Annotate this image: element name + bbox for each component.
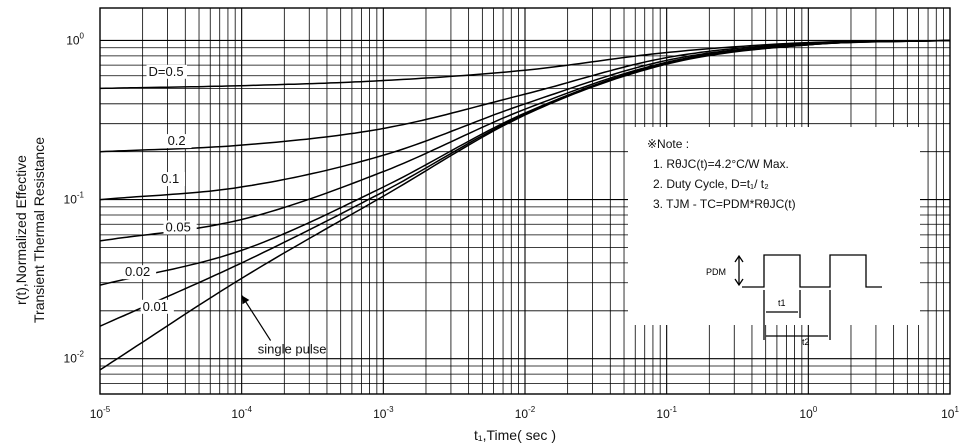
note-box: ※Note : 1. RθJC(t)=4.2°C/W Max. 2. Duty … (628, 127, 920, 347)
curve-label-bg (159, 172, 186, 187)
pdm-arrow-heads (734, 254, 744, 287)
x-tick-label: 101 (941, 405, 959, 421)
pulse-train-diagram (734, 254, 882, 340)
y-axis-label-line2: Transient Thermal Resistance (31, 137, 47, 323)
curve-labels: D=0.5 0.2 0.1 0.05 0.02 0.01 single pulse (122, 64, 327, 356)
curve-label-bg (146, 64, 188, 79)
x-tick-label: 100 (799, 405, 817, 421)
curve-label: 0.2 (168, 133, 186, 148)
note-background (628, 127, 920, 325)
note-line-1: 1. RθJC(t)=4.2°C/W Max. (653, 157, 789, 171)
t1-label: t1 (778, 298, 786, 308)
note-title: ※Note : (647, 137, 689, 151)
curves (99, 39, 951, 371)
curve-label-bg (140, 299, 174, 314)
plot-frame (99, 7, 951, 395)
pdm-label: PDM (706, 267, 726, 277)
x-tick-label: 10-4 (231, 405, 252, 421)
x-axis-label: t₁,Time( sec ) (474, 427, 556, 443)
curve-single-pulse (99, 39, 951, 371)
curve-label: 0.05 (166, 220, 191, 235)
y-tick-label: 10-1 (64, 191, 85, 207)
t2-label: t2 (802, 337, 810, 347)
x-tick-label: 10-2 (515, 405, 536, 421)
curve-label: single pulse (258, 341, 327, 356)
single-pulse-arrow (241, 295, 272, 341)
curve-label: 0.02 (125, 264, 150, 279)
y-axis-label-line1: r(t),Normalized Effective (13, 155, 29, 305)
curve-label: 0.01 (143, 299, 168, 314)
curve-label-bg (163, 220, 197, 235)
note-line-2: 2. Duty Cycle, D=t₁/ t₂ (653, 177, 769, 191)
curve-label-bg (122, 265, 157, 280)
x-tick-label: 10-1 (656, 405, 677, 421)
x-tick-label: 10-3 (373, 405, 394, 421)
tick-labels: 10-5 10-4 10-3 10-2 10-1 100 101 10-2 10-1 100 (64, 31, 960, 421)
curve-label: 0.1 (161, 171, 179, 186)
y-tick-label: 100 (66, 31, 84, 47)
curve-label: D=0.5 (149, 64, 184, 79)
note-line-3: 3. TJM - TC=PDM*RθJC(t) (653, 197, 796, 211)
single-pulse-arrowhead (241, 295, 250, 305)
pulse-waveform (742, 254, 882, 288)
x-tick-label: 10-5 (90, 405, 111, 421)
y-tick-label: 10-2 (64, 350, 85, 366)
curve-label-bg (165, 134, 192, 149)
